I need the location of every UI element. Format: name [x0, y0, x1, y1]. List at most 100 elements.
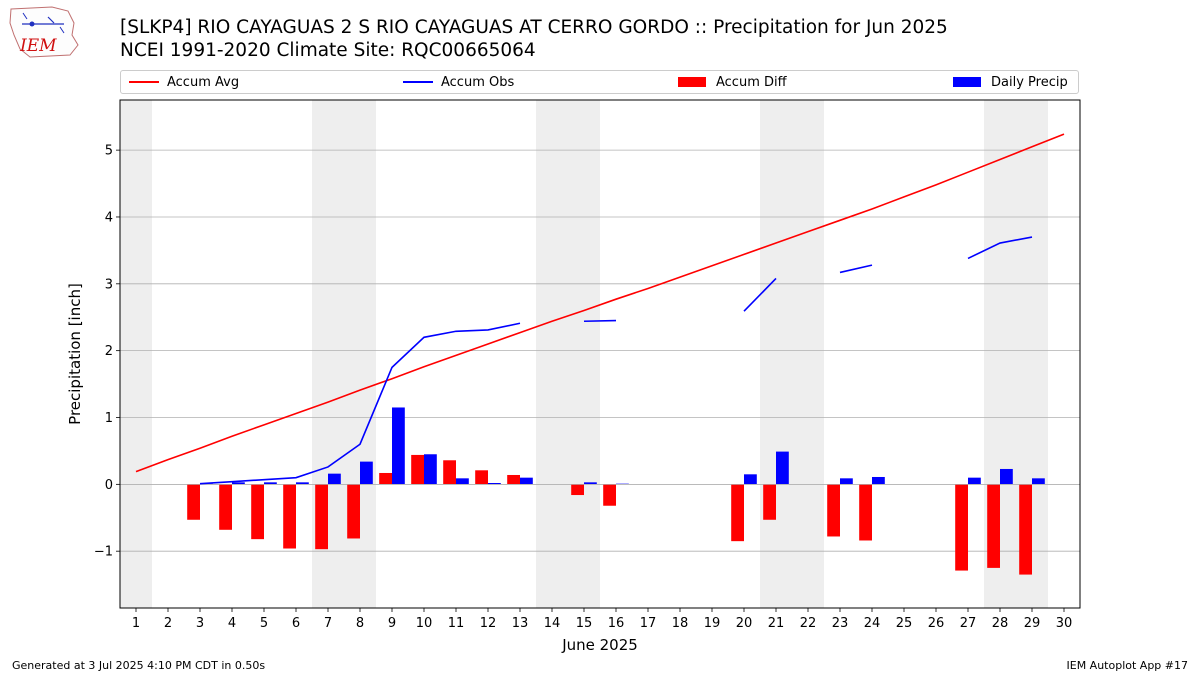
legend-label-accum-diff: Accum Diff [716, 75, 787, 90]
bar-accum-diff [251, 484, 264, 540]
bar-accum-diff [603, 484, 616, 506]
x-tick-label: 21 [768, 616, 785, 631]
weekend-shade [568, 100, 600, 608]
x-tick-label: 2 [164, 616, 172, 631]
legend-swatch-accum-avg [129, 80, 159, 83]
bar-accum-diff [731, 484, 744, 542]
x-tick-label: 26 [928, 616, 945, 631]
y-tick-label: −1 [94, 545, 113, 560]
line-accum-avg [135, 133, 1065, 473]
legend-label-accum-avg: Accum Avg [167, 75, 240, 90]
weekend-shade [792, 100, 824, 608]
x-tick-label: 18 [672, 616, 689, 631]
bar-accum-diff [763, 484, 776, 520]
line-accum-obs [199, 322, 521, 485]
bar-accum-diff [283, 484, 296, 549]
weekend-shade [120, 100, 152, 608]
logo-text: IEM [19, 36, 57, 56]
legend-item-daily-precip: Daily Precip [947, 75, 1068, 91]
bar-accum-diff [1019, 484, 1032, 575]
x-tick-label: 12 [480, 616, 497, 631]
weekend-shade [760, 100, 792, 608]
bar-daily-precip [1000, 468, 1013, 485]
bar-daily-precip [488, 483, 501, 485]
bar-daily-precip [1032, 478, 1045, 485]
x-tick-label: 5 [260, 616, 268, 631]
bar-daily-precip [296, 482, 309, 485]
bar-daily-precip [392, 407, 405, 485]
bar-accum-diff [987, 484, 1000, 568]
y-tick-label: 4 [105, 210, 113, 225]
x-tick-label: 30 [1056, 616, 1073, 631]
y-tick-label: 3 [105, 277, 113, 292]
x-tick-label: 16 [608, 616, 625, 631]
bar-accum-diff [219, 484, 232, 530]
legend-item-accum-obs: Accum Obs [399, 75, 514, 91]
y-tick-label: 2 [105, 344, 113, 359]
bar-daily-precip [584, 482, 597, 485]
line-accum-obs [839, 264, 873, 274]
legend-label-accum-obs: Accum Obs [441, 75, 515, 90]
bar-accum-diff [315, 484, 328, 550]
x-tick-label: 9 [388, 616, 396, 631]
x-tick-label: 7 [324, 616, 332, 631]
bar-accum-diff [859, 484, 872, 541]
x-tick-label: 11 [448, 616, 465, 631]
legend: Accum Avg Accum Obs Accum Diff Daily Pre… [120, 70, 1079, 94]
iem-logo: IEM [9, 6, 79, 58]
bar-accum-diff [827, 484, 840, 537]
bar-daily-precip [424, 454, 437, 485]
line-accum-obs [743, 277, 777, 312]
bar-daily-precip [328, 473, 341, 485]
x-tick-label: 13 [512, 616, 529, 631]
legend-swatch-daily-precip [953, 76, 981, 87]
bar-daily-precip [520, 477, 533, 485]
bar-daily-precip [264, 482, 277, 485]
chart-title: [SLKP4] RIO CAYAGUAS 2 S RIO CAYAGUAS AT… [120, 17, 948, 38]
legend-label-daily-precip: Daily Precip [991, 75, 1068, 90]
bar-accum-diff [411, 454, 424, 485]
x-tick-label: 8 [356, 616, 364, 631]
bar-daily-precip [744, 474, 757, 485]
bar-daily-precip [776, 451, 789, 485]
bar-daily-precip [872, 476, 885, 485]
x-tick-label: 24 [864, 616, 881, 631]
legend-item-accum-diff: Accum Diff [672, 75, 787, 91]
x-tick-label: 28 [992, 616, 1009, 631]
x-tick-label: 20 [736, 616, 753, 631]
bar-accum-diff [475, 470, 488, 485]
line-accum-obs [967, 236, 1033, 260]
bar-accum-diff [955, 484, 968, 571]
x-axis-label: June 2025 [561, 636, 638, 654]
bar-daily-precip [232, 482, 245, 485]
x-tick-label: 14 [544, 616, 561, 631]
bar-accum-diff [507, 474, 520, 485]
bar-daily-precip [840, 478, 853, 485]
plot-frame [119, 99, 1081, 609]
x-tick-label: 27 [960, 616, 977, 631]
x-tick-label: 25 [896, 616, 913, 631]
x-tick-label: 22 [800, 616, 817, 631]
y-tick-label: 1 [105, 411, 113, 426]
weekend-shade [536, 100, 568, 608]
footer-app: IEM Autoplot App #17 [1066, 659, 1189, 672]
x-tick-label: 29 [1024, 616, 1041, 631]
bar-accum-diff [379, 472, 392, 485]
line-accum-obs [583, 319, 617, 323]
x-tick-label: 10 [416, 616, 433, 631]
y-axis-label: Precipitation [inch] [66, 283, 84, 425]
bar-daily-precip [968, 477, 981, 485]
legend-swatch-accum-obs [403, 80, 433, 83]
y-tick-label: 5 [105, 144, 113, 159]
x-tick-label: 1 [132, 616, 140, 631]
x-tick-label: 23 [832, 616, 849, 631]
x-tick-label: 4 [228, 616, 236, 631]
legend-swatch-accum-diff [678, 76, 706, 87]
legend-item-accum-avg: Accum Avg [125, 75, 239, 91]
x-tick-label: 15 [576, 616, 593, 631]
bar-accum-diff [571, 484, 584, 496]
x-tick-label: 3 [196, 616, 204, 631]
bar-daily-precip [456, 478, 469, 485]
bar-daily-precip [360, 461, 373, 485]
